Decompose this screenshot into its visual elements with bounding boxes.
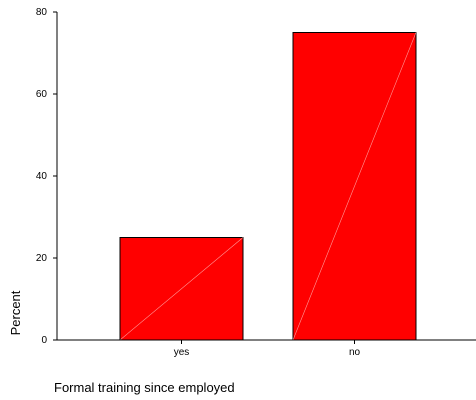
x-axis-title: Formal training since employed (54, 380, 235, 395)
bar-diagonal (119, 237, 244, 341)
y-tick-label: 20 (36, 253, 48, 264)
bars (119, 32, 417, 341)
y-axis-ticks: 0 20 40 60 80 (36, 7, 57, 346)
y-axis-title: Percent (8, 290, 23, 335)
x-tick-label-yes: yes (174, 347, 190, 358)
y-tick-label: 0 (41, 335, 47, 346)
y-tick-label: 80 (36, 7, 48, 18)
bar-diagonal (292, 32, 417, 341)
x-axis-ticks: yes no (174, 340, 361, 358)
y-tick-label: 60 (36, 89, 48, 100)
y-tick-label: 40 (36, 171, 48, 182)
x-tick-label-no: no (349, 347, 361, 358)
